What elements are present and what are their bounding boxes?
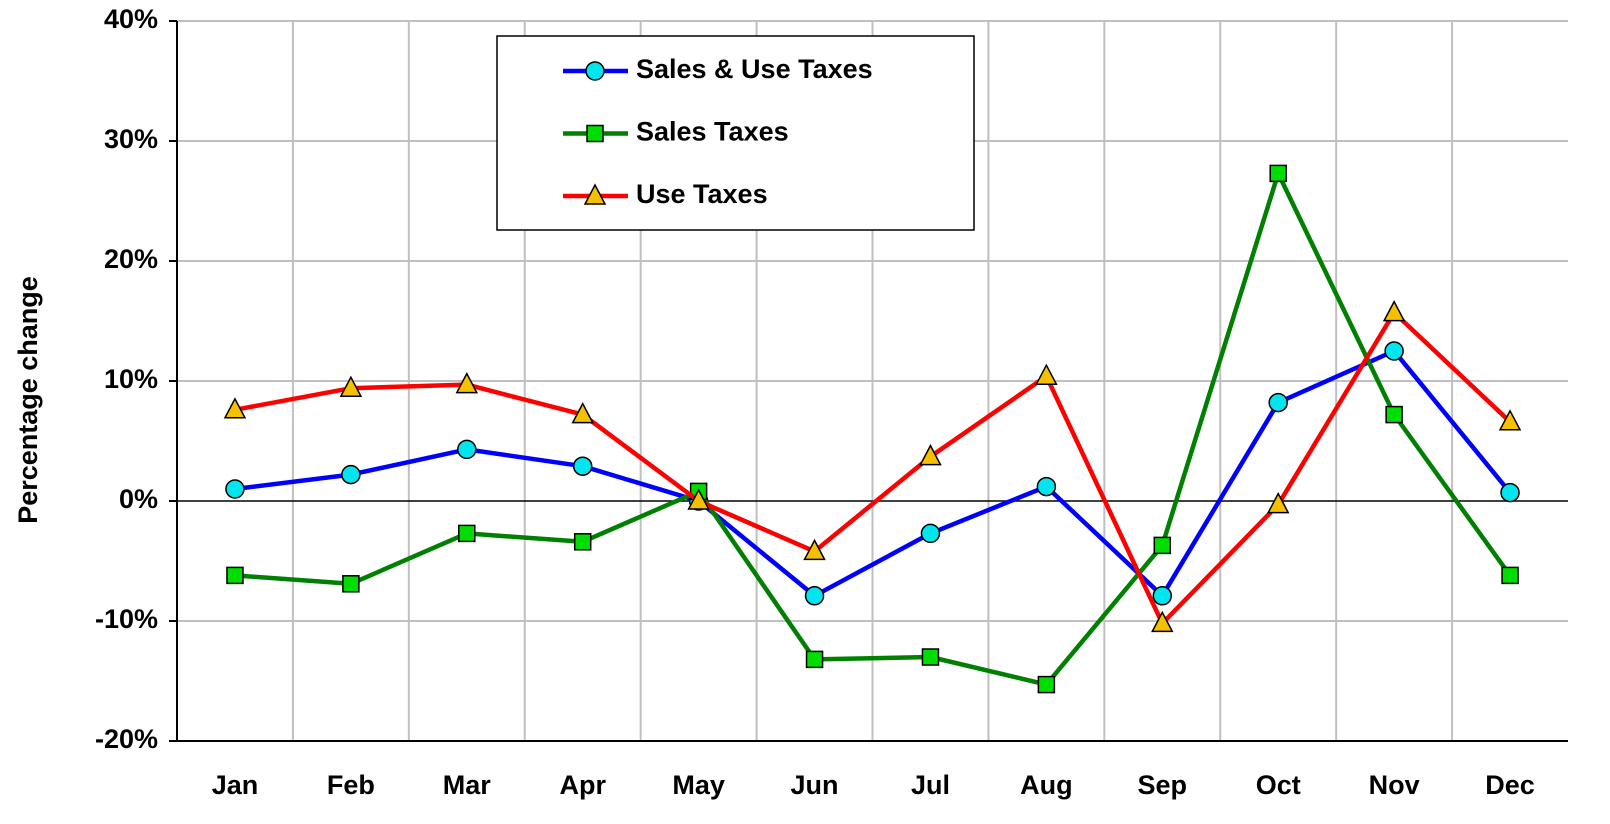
marker bbox=[804, 586, 825, 606]
marker bbox=[1500, 482, 1520, 503]
x-tick-label: Oct bbox=[1256, 770, 1301, 800]
x-tick-label: Nov bbox=[1369, 770, 1420, 800]
x-tick-label: May bbox=[672, 770, 725, 800]
marker bbox=[586, 124, 604, 143]
marker bbox=[572, 456, 593, 476]
marker bbox=[803, 538, 826, 561]
marker bbox=[921, 648, 940, 666]
x-tick-label: Apr bbox=[559, 770, 606, 800]
legend-label: Use Taxes bbox=[636, 179, 768, 209]
marker bbox=[341, 464, 361, 485]
y-tick-label: 40% bbox=[104, 4, 158, 34]
marker bbox=[455, 371, 479, 394]
x-tick-label: Dec bbox=[1485, 770, 1535, 800]
y-tick-label: -20% bbox=[95, 724, 158, 754]
marker bbox=[1501, 566, 1519, 585]
series-line bbox=[234, 171, 1512, 687]
marker bbox=[571, 401, 594, 424]
legend-label: Sales Taxes bbox=[636, 117, 789, 147]
series-line bbox=[234, 310, 1512, 626]
marker bbox=[339, 375, 363, 397]
marker bbox=[573, 533, 592, 551]
y-tick-label: -10% bbox=[95, 604, 158, 634]
marker bbox=[1384, 341, 1404, 361]
legend-label: Sales & Use Taxes bbox=[636, 54, 873, 84]
marker bbox=[458, 524, 476, 543]
x-tick-label: Jan bbox=[212, 770, 259, 800]
x-tick-label: Sep bbox=[1138, 770, 1188, 800]
marker bbox=[1036, 476, 1057, 497]
x-tick-label: Feb bbox=[327, 770, 375, 800]
legend: Sales & Use Taxes Sales Taxes Use Taxes bbox=[496, 35, 975, 231]
marker bbox=[805, 650, 824, 669]
marker bbox=[1151, 610, 1174, 633]
marker bbox=[1152, 586, 1173, 606]
marker bbox=[1037, 675, 1056, 694]
marker bbox=[583, 183, 607, 205]
y-axis-label: Percentage change bbox=[13, 276, 43, 524]
y-tick-label: 10% bbox=[104, 364, 158, 394]
marker bbox=[223, 397, 247, 419]
marker bbox=[457, 439, 477, 460]
marker bbox=[225, 479, 245, 499]
marker bbox=[226, 566, 244, 585]
marker bbox=[1035, 363, 1058, 385]
marker bbox=[1269, 164, 1287, 183]
x-tick-label: Aug bbox=[1020, 770, 1072, 800]
x-tick-label: Jul bbox=[911, 770, 950, 800]
marker bbox=[919, 443, 942, 466]
y-tick-label: 20% bbox=[104, 244, 158, 274]
series-line bbox=[234, 348, 1512, 599]
marker bbox=[342, 575, 360, 593]
marker bbox=[1153, 536, 1172, 555]
x-tick-label: Jun bbox=[791, 770, 839, 800]
marker bbox=[920, 523, 941, 544]
marker bbox=[1498, 409, 1522, 431]
marker bbox=[1385, 405, 1403, 424]
y-tick-label: 30% bbox=[104, 124, 158, 154]
marker bbox=[1268, 392, 1288, 413]
marker bbox=[585, 61, 605, 81]
x-tick-label: Mar bbox=[443, 770, 492, 800]
marker bbox=[1266, 491, 1290, 514]
y-tick-label: 0% bbox=[119, 484, 158, 514]
marker bbox=[687, 488, 710, 510]
marker bbox=[1382, 299, 1406, 322]
